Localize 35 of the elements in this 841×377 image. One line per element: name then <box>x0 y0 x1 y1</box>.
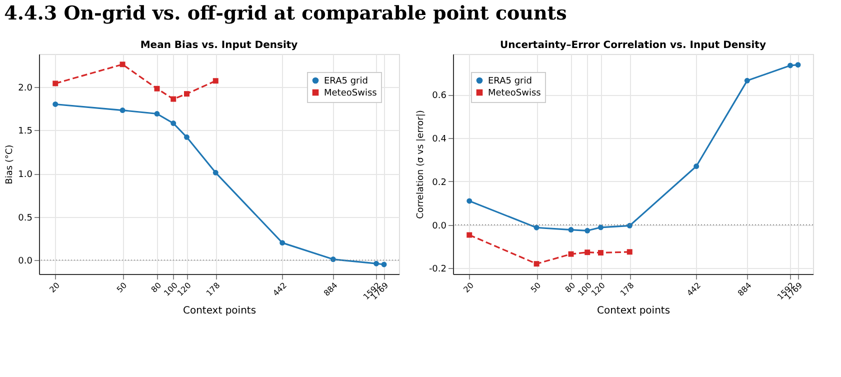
x-tick-label: 442 <box>685 280 702 298</box>
chart-title: Mean Bias vs. Input Density <box>140 40 298 51</box>
x-axis-title: Context points <box>182 306 256 317</box>
x-tick-label: 120 <box>590 280 607 298</box>
x-tick-label: 178 <box>204 280 222 298</box>
y-tick-label: 2.0 <box>18 83 33 94</box>
legend-label: ERA5 grid <box>488 76 532 86</box>
y-tick-label: 0.0 <box>18 256 33 267</box>
x-tick-label: 20 <box>462 280 476 294</box>
x-tick-label: 50 <box>115 280 129 294</box>
x-tick-label: 80 <box>150 280 164 294</box>
y-tick-label: 1.0 <box>18 170 33 180</box>
y-tick-label: 0.4 <box>432 134 447 145</box>
x-tick-label: 884 <box>736 280 754 298</box>
y-tick-label: 0.2 <box>432 178 446 188</box>
y-tick-label: 0.6 <box>432 91 447 102</box>
y-axis-title: Correlation (σ vs |error|) <box>416 110 426 219</box>
legend-label: MeteoSwiss <box>324 88 378 98</box>
x-tick-label: 50 <box>529 280 543 294</box>
x-tick-label: 120 <box>176 280 193 298</box>
y-tick-label: 0.5 <box>18 213 32 224</box>
x-axis-title: Context points <box>596 306 670 317</box>
x-tick-label: 20 <box>48 280 62 294</box>
y-tick-label: 1.5 <box>18 126 32 137</box>
y-axis-title: Bias (°C) <box>5 144 16 184</box>
y-tick-label: 0.0 <box>432 221 447 232</box>
x-tick-label: 178 <box>618 280 636 298</box>
legend-label: MeteoSwiss <box>488 88 542 98</box>
chart-title: Uncertainty–Error Correlation vs. Input Density <box>500 40 766 51</box>
text: 4.4.3 On-grid vs. off-grid at comparable point counts <box>4 2 567 24</box>
x-tick-label: 442 <box>271 280 288 298</box>
y-tick-label: -0.2 <box>428 264 446 275</box>
x-tick-label: 884 <box>322 280 340 298</box>
x-tick-label: 80 <box>564 280 578 294</box>
legend-label: ERA5 grid <box>324 76 368 86</box>
